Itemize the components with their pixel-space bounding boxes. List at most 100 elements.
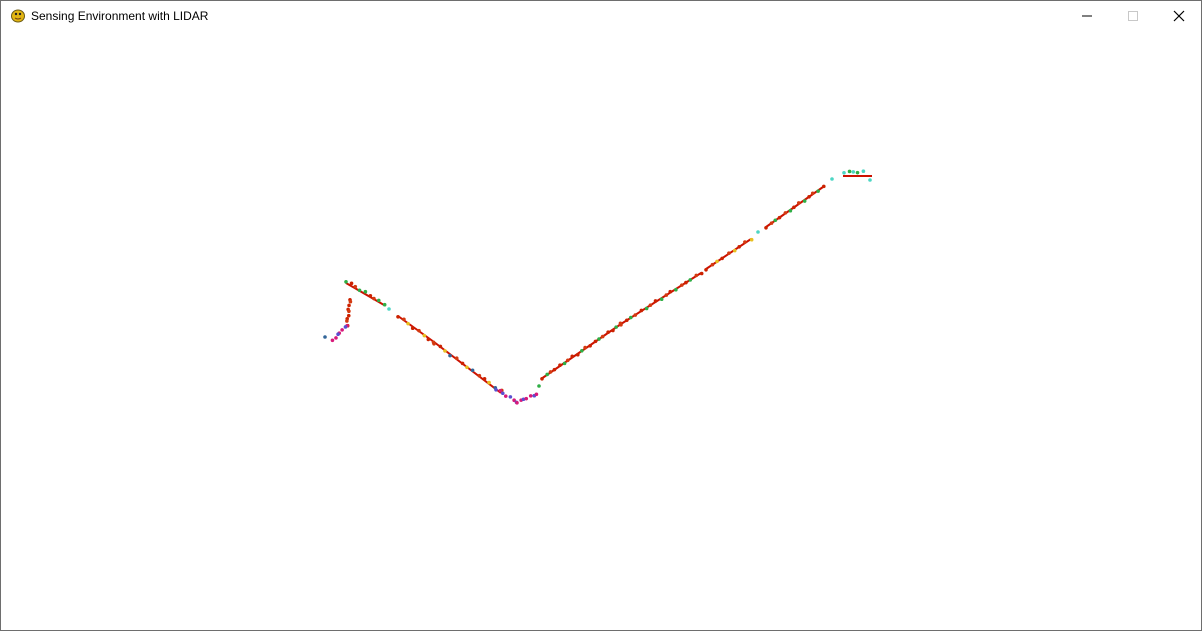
- lidar-scan-plot: [323, 169, 872, 405]
- scan-point: [777, 215, 782, 220]
- scan-point: [737, 244, 741, 249]
- scan-point: [732, 248, 737, 253]
- scan-point: [482, 376, 487, 381]
- scan-point: [868, 178, 872, 182]
- scan-point: [855, 170, 860, 175]
- scan-point: [668, 289, 673, 294]
- scan-point: [575, 352, 580, 357]
- scan-point: [769, 221, 774, 225]
- scan-point: [810, 191, 815, 196]
- scan-point: [619, 323, 623, 327]
- minimize-icon: [1082, 15, 1092, 17]
- scan-point: [628, 315, 633, 320]
- scan-point: [396, 315, 400, 319]
- scan-point: [792, 205, 796, 210]
- scan-point: [624, 318, 629, 323]
- scan-point: [611, 328, 615, 333]
- scan-point: [348, 299, 353, 304]
- scan-point: [720, 256, 724, 261]
- close-button[interactable]: [1156, 1, 1202, 31]
- scan-point: [783, 211, 788, 215]
- scan-point: [448, 353, 452, 358]
- scan-point: [344, 280, 348, 284]
- scan-point: [644, 306, 649, 311]
- scan-point: [580, 348, 584, 353]
- scan-point: [346, 313, 351, 318]
- scan-point: [847, 169, 852, 174]
- scan-point: [659, 297, 664, 302]
- scan-point: [749, 237, 754, 242]
- scan-point: [674, 287, 678, 292]
- title-bar[interactable]: Sensing Environment with LIDAR: [1, 1, 1201, 31]
- scan-point: [614, 325, 618, 329]
- scan-point: [588, 343, 592, 348]
- scan-point: [387, 307, 391, 311]
- scan-point: [438, 344, 443, 349]
- scan-point: [684, 280, 688, 285]
- scan-point: [583, 345, 587, 350]
- scan-point: [704, 268, 708, 272]
- scan-point: [699, 271, 704, 276]
- scan-point: [816, 189, 820, 193]
- scan-point: [537, 384, 541, 388]
- scan-point: [410, 326, 415, 331]
- scan-point: [503, 394, 508, 398]
- scan-point: [402, 317, 406, 322]
- scan-point: [330, 338, 335, 343]
- scan-point: [648, 303, 653, 307]
- scan-point: [508, 395, 513, 399]
- scan-point: [349, 281, 354, 286]
- window-title: Sensing Environment with LIDAR: [31, 9, 209, 23]
- scan-point: [432, 342, 436, 346]
- scan-point: [470, 368, 475, 373]
- scan-point: [426, 337, 431, 342]
- maximize-button[interactable]: [1110, 1, 1156, 31]
- scan-point: [422, 333, 427, 338]
- scan-point: [368, 293, 373, 298]
- scan-point: [679, 283, 684, 287]
- scan-point: [347, 309, 351, 314]
- scan-point: [851, 170, 856, 174]
- scan-point: [727, 251, 731, 256]
- scan-point: [417, 328, 421, 333]
- scan-point: [788, 208, 793, 213]
- scan-point: [443, 349, 447, 353]
- scan-point: [694, 273, 699, 278]
- scan-point: [743, 240, 747, 244]
- close-icon: [1173, 10, 1185, 22]
- scan-point: [558, 363, 562, 368]
- scan-point: [454, 356, 459, 361]
- scan-point: [688, 278, 693, 282]
- scan-point: [562, 361, 567, 366]
- scan-point: [534, 392, 539, 397]
- scan-point: [487, 380, 491, 385]
- scan-point: [830, 177, 834, 181]
- scan-point: [807, 194, 811, 199]
- minimize-button[interactable]: [1064, 1, 1110, 31]
- scan-point: [512, 398, 516, 403]
- scan-point: [357, 288, 362, 293]
- scan-point: [353, 284, 358, 289]
- scan-point: [796, 201, 801, 205]
- scan-point: [773, 218, 778, 223]
- scan-point: [552, 367, 557, 372]
- scan-point: [842, 171, 846, 175]
- scan-point: [498, 388, 503, 393]
- scan-point: [465, 365, 469, 370]
- scan-point: [606, 330, 610, 335]
- scan-point: [821, 184, 826, 189]
- scan-point: [334, 336, 338, 340]
- scan-point: [521, 397, 526, 402]
- scan-point: [382, 302, 387, 307]
- scan-point: [545, 372, 549, 377]
- scan-point: [715, 259, 719, 264]
- scan-point: [653, 299, 658, 303]
- scan-point: [372, 296, 376, 301]
- scan-point: [460, 361, 465, 366]
- scan-point: [343, 325, 348, 329]
- pygame-snake-icon: [11, 9, 25, 23]
- scan-point: [633, 313, 638, 317]
- scan-point: [764, 226, 768, 230]
- scan-point: [861, 169, 866, 174]
